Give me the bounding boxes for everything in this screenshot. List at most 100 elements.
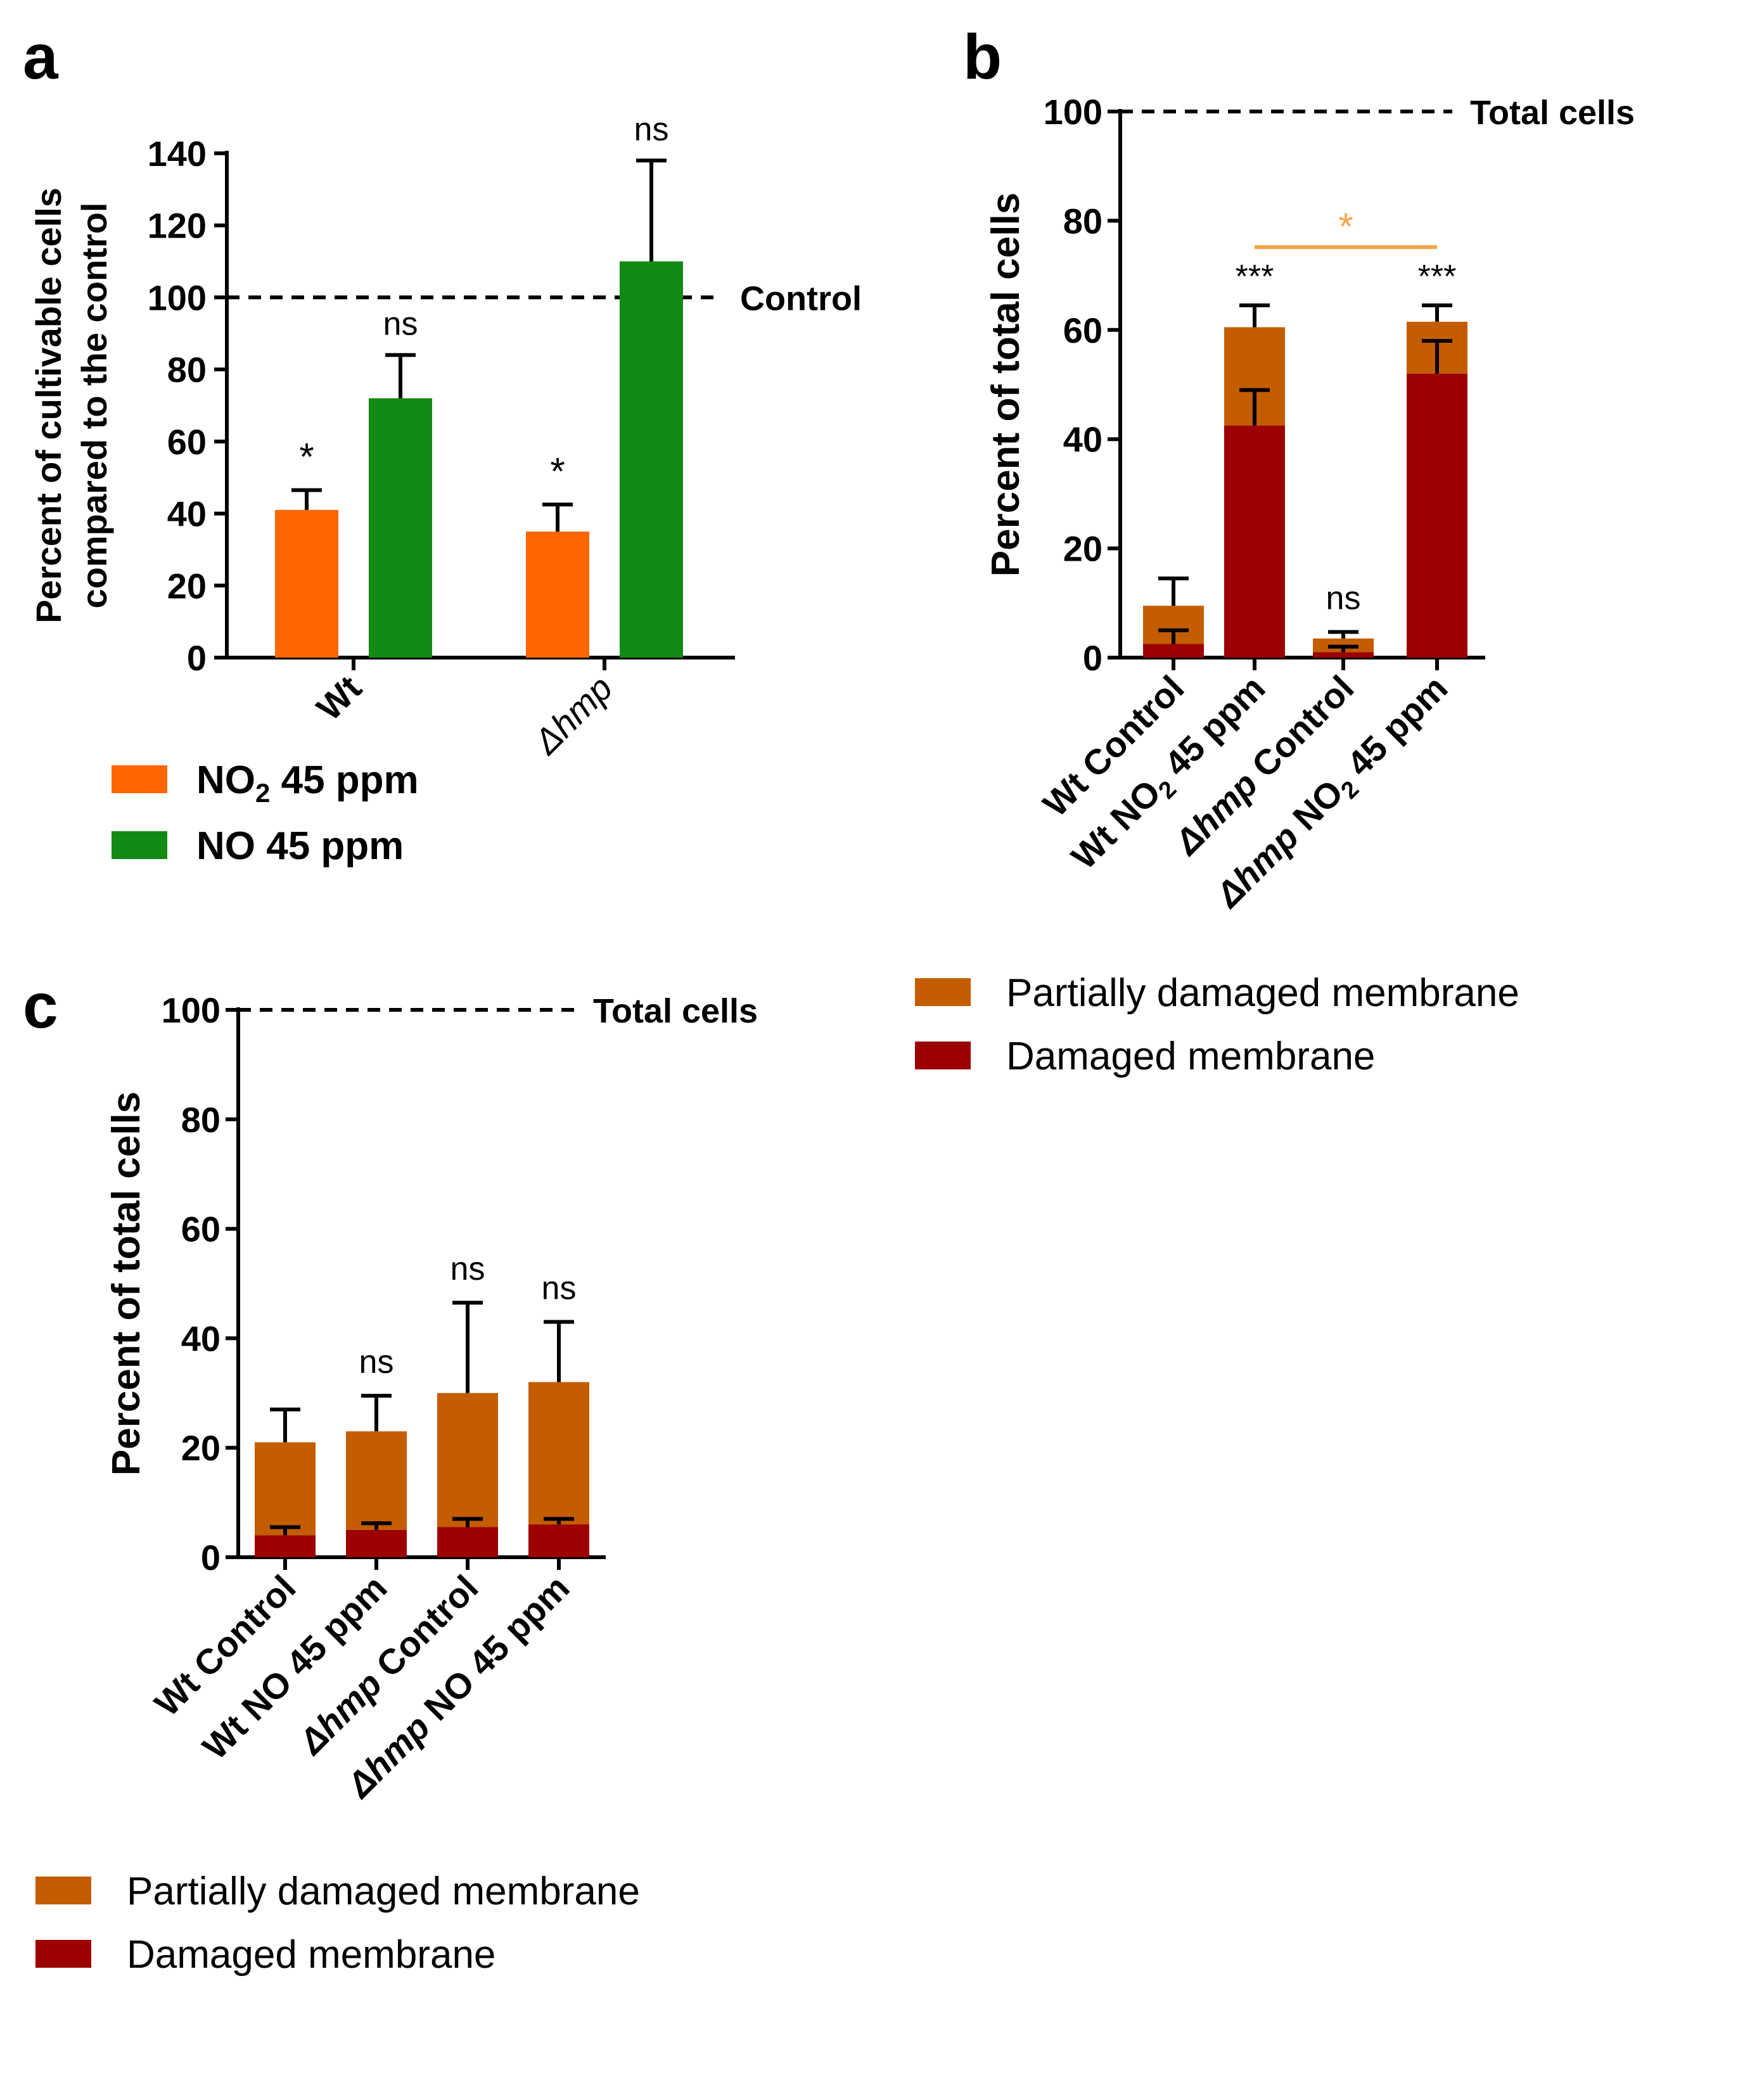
error-bar — [291, 488, 322, 510]
bar-partially-damaged-0 — [255, 1442, 316, 1536]
bar-no-0 — [369, 398, 432, 658]
legend-label-0: NO2 45 ppm — [196, 758, 419, 808]
y-axis-label: Percent of cultivable cells compared to t… — [29, 188, 114, 623]
y-axis-label: Percent of total cells — [105, 1092, 148, 1476]
total-cells-reference-label: Total cells — [1470, 94, 1635, 132]
panel-letter-a: a — [23, 22, 59, 92]
y-tick-label: 40 — [181, 1318, 220, 1358]
legend-swatch — [915, 1042, 971, 1069]
error-bar-total — [1239, 303, 1270, 328]
error-bar — [385, 353, 416, 398]
legend-label: Damaged membrane — [127, 1933, 495, 1977]
legend-swatch — [915, 978, 971, 1006]
bar-no2-0 — [275, 509, 338, 658]
bar-damaged-3 — [1407, 373, 1467, 658]
bar-no2-1 — [526, 532, 589, 658]
panel-b: b 0 20 40 60 80 100 Percent of total cells Total… — [915, 22, 1635, 1078]
y-tick-label: 100 — [162, 990, 220, 1030]
legend-label: Damaged membrane — [1006, 1035, 1375, 1078]
error-bar-total — [544, 1320, 574, 1382]
significance-label: *** — [1236, 258, 1274, 295]
significance-label: ns — [542, 1270, 577, 1306]
bar-damaged-2 — [437, 1527, 498, 1557]
bar-no-1 — [620, 261, 683, 658]
legend-label: Partially damaged membrane — [1006, 971, 1519, 1015]
y-tick-label: 60 — [181, 1209, 220, 1249]
bar-damaged-0 — [1143, 644, 1204, 658]
significance-label: ns — [1326, 580, 1361, 616]
category-label-part: Wt — [309, 668, 369, 728]
error-bar-damaged — [1158, 628, 1189, 644]
significance-label: ns — [383, 305, 418, 342]
y-tick-label: 20 — [1063, 529, 1102, 569]
error-bar-total — [361, 1394, 392, 1432]
y-tick-label: 0 — [1083, 638, 1102, 678]
panel-c: c 0 20 40 60 80 100 Percent of total cells Total… — [23, 971, 758, 1977]
y-tick-label: 100 — [148, 277, 207, 317]
legend-swatch — [112, 765, 167, 793]
y-tick-label: 0 — [201, 1538, 220, 1578]
error-bar-damaged — [544, 1517, 574, 1525]
bar-partially-damaged-2 — [437, 1393, 498, 1527]
y-axis-label-line: Percent of cultivable cells — [29, 188, 68, 623]
y-axis-label-line: compared to the control — [74, 203, 114, 609]
bar-partially-damaged-1 — [346, 1431, 407, 1530]
category-label-part: Δhmp — [525, 668, 620, 763]
error-bar-damaged — [1422, 339, 1452, 374]
y-tick-label: 40 — [1063, 419, 1102, 459]
error-bar — [542, 502, 573, 532]
significance-label: * — [550, 450, 565, 492]
bar-damaged-3 — [528, 1524, 589, 1557]
error-bar-damaged — [1239, 388, 1270, 426]
total-cells-reference-label: Total cells — [593, 992, 758, 1030]
significance-label: *** — [1418, 258, 1457, 295]
legend-label: Partially damaged membrane — [127, 1870, 640, 1913]
legend-swatch — [112, 831, 167, 859]
error-bar-total — [1328, 630, 1358, 639]
panel-letter-c: c — [23, 971, 58, 1042]
error-bar-total — [270, 1407, 300, 1443]
significance-label: ns — [359, 1344, 394, 1380]
y-tick-label: 100 — [1044, 92, 1102, 132]
y-tick-label: 80 — [181, 1100, 220, 1140]
significance-label: * — [299, 436, 314, 478]
significance-label: ns — [451, 1251, 485, 1287]
y-tick-label: 60 — [1063, 310, 1102, 350]
bar-damaged-1 — [1224, 425, 1285, 658]
error-bar-damaged — [452, 1517, 483, 1527]
panel-letter-b: b — [963, 22, 1002, 92]
bar-damaged-1 — [346, 1529, 407, 1557]
axes: 0 20 40 60 80 100 120 140 — [148, 134, 735, 678]
error-bar-damaged — [361, 1521, 392, 1530]
y-tick-label: 140 — [148, 134, 207, 174]
x-category-label: Wt — [309, 668, 369, 728]
error-bar-damaged — [1328, 644, 1358, 653]
y-tick-label: 0 — [187, 638, 207, 678]
y-tick-label: 80 — [1063, 201, 1102, 241]
error-bar — [636, 158, 667, 262]
y-axis-label: Percent of total cells — [984, 193, 1028, 577]
panel-a: a 0 20 40 60 80 100 120 140 Percent of cultivable… — [23, 22, 862, 868]
legend-swatch — [35, 1877, 91, 1904]
legend-swatch — [35, 1940, 91, 1968]
control-reference-label: Control — [740, 279, 862, 317]
error-bar-total — [1422, 303, 1452, 322]
y-tick-label: 40 — [167, 494, 207, 534]
bar-partially-damaged-3 — [528, 1382, 589, 1525]
bar-damaged-0 — [255, 1535, 316, 1557]
y-tick-label: 20 — [181, 1428, 220, 1468]
significance-label: ns — [634, 111, 669, 148]
x-category-label: Δhmp — [525, 668, 620, 763]
y-tick-label: 20 — [167, 566, 207, 606]
y-tick-label: 80 — [167, 350, 207, 390]
comparison-significance-label: * — [1338, 205, 1353, 248]
legend-label-1: NO 45 ppm — [196, 824, 404, 868]
y-tick-label: 120 — [148, 206, 207, 246]
bar-damaged-2 — [1313, 652, 1374, 658]
y-tick-label: 60 — [167, 422, 207, 462]
error-bar-damaged — [270, 1525, 300, 1536]
error-bar-total — [1158, 577, 1189, 606]
error-bar-total — [452, 1301, 483, 1393]
